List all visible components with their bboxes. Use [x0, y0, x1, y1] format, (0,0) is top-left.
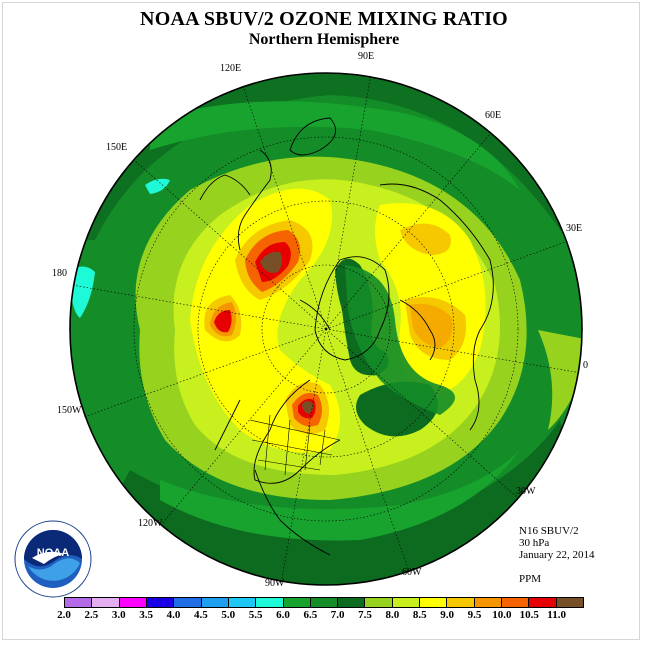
pressure-level-label: 30 hPa: [519, 537, 550, 549]
lon-label-180: 180: [52, 268, 67, 279]
colorbar-swatch: [447, 598, 475, 607]
us-state-borders: [249, 414, 341, 476]
colorbar-tick-label: 2.0: [57, 609, 71, 621]
colorbar-swatch: [420, 598, 448, 607]
lon-label-60w: 60W: [402, 567, 422, 578]
lon-label-30e: 30E: [566, 223, 583, 234]
colorbar-tick-label: 11.0: [547, 609, 566, 621]
colorbar-swatch: [556, 598, 583, 607]
colorbar-tick-label: 7.0: [330, 609, 345, 621]
colorbar-tick-label: 5.5: [248, 609, 263, 621]
map-subtitle: Northern Hemisphere: [248, 31, 400, 48]
colorbar-swatch: [338, 598, 366, 607]
instrument-label: N16 SBUV/2: [519, 525, 579, 537]
colorbar-tick-label: 8.5: [412, 609, 427, 621]
colorbar-swatch: [529, 598, 557, 607]
lon-label-30w: 30W: [516, 486, 536, 497]
colorbar-swatch: [256, 598, 284, 607]
map-boundary: [69, 72, 583, 586]
colorbar-swatch: [310, 598, 339, 607]
colorbar-tick-label: 4.5: [193, 609, 208, 621]
lon-label-120e: 120E: [220, 63, 242, 74]
coastlines: [199, 117, 494, 556]
colorbar-tick-label: 10.0: [492, 609, 512, 621]
lon-label-90w: 90W: [265, 578, 285, 589]
colorbar-swatch: [365, 598, 393, 607]
lon-label-0: 0: [583, 360, 588, 371]
colorbar-swatch: [392, 598, 421, 607]
colorbar-tick-label: 7.5: [358, 609, 372, 621]
colorbar-tick-label: 6.5: [303, 609, 318, 621]
colorbar-tick-label: 3.0: [111, 609, 126, 621]
colorbar-swatch: [65, 598, 93, 607]
colorbar-tick-label: 8.0: [385, 609, 400, 621]
colorbar-tick-label: 4.0: [166, 609, 181, 621]
lon-label-150e: 150E: [106, 142, 128, 153]
colorbar-swatch: [174, 598, 202, 607]
colorbar-tick-label: 10.5: [519, 609, 539, 621]
colorbar: [64, 597, 584, 608]
colorbar-swatch: [474, 598, 502, 607]
lon-label-150w: 150W: [57, 405, 82, 416]
colorbar-swatch: [146, 598, 175, 607]
map-title: NOAA SBUV/2 OZONE MIXING RATIO: [140, 8, 508, 30]
colorbar-swatch: [228, 598, 257, 607]
colorbar-tick-label: 3.5: [139, 609, 153, 621]
lon-label-60e: 60E: [485, 110, 502, 121]
units-label: PPM: [519, 573, 542, 585]
colorbar-swatch: [502, 598, 530, 607]
noaa-logo-text: NOAA: [37, 547, 69, 559]
lon-label-90e: 90E: [358, 51, 375, 62]
colorbar-swatch: [283, 598, 311, 607]
colorbar-swatch: [119, 598, 147, 607]
colorbar-tick-label: 9.0: [440, 609, 455, 621]
colorbar-tick-label: 2.5: [84, 609, 99, 621]
colorbar-tick-label: 6.0: [276, 609, 290, 621]
colorbar-tick-label: 9.5: [467, 609, 482, 621]
colorbar-swatch: [92, 598, 120, 607]
figure-frame: [2, 2, 640, 640]
colorbar-swatch: [201, 598, 229, 607]
date-label: January 22, 2014: [519, 549, 595, 561]
noaa-logo-icon: NOAA: [14, 520, 92, 598]
graticule: [71, 73, 582, 585]
colorbar-tick-label: 5.0: [221, 609, 236, 621]
lon-label-120w: 120W: [138, 518, 163, 529]
